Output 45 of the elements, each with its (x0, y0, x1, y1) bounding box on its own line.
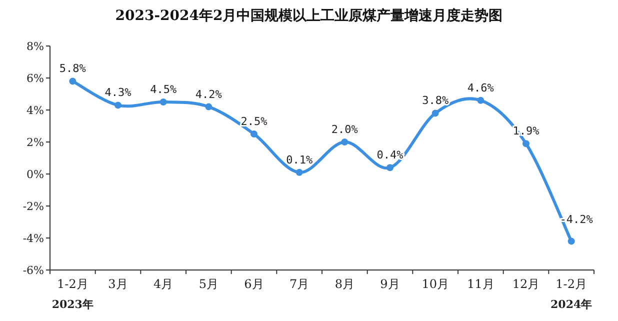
point (522, 140, 530, 148)
x-tick-label: 4月 (154, 277, 174, 291)
data-label: 3.8% (422, 94, 449, 108)
point (250, 130, 258, 138)
x-tick-label: 1-2月 (556, 277, 587, 291)
point (205, 103, 212, 110)
y-tick-label: 6% (26, 72, 44, 85)
y-tick-label: 4% (26, 104, 44, 117)
data-label: 2.0% (331, 123, 358, 136)
point (386, 164, 394, 172)
data-label: 0.4% (376, 148, 404, 162)
y-tick-label: -6% (22, 264, 44, 277)
y-tick-label: -2% (22, 200, 44, 213)
y-tick-label: 0% (26, 168, 44, 181)
data-label: 5.8% (59, 62, 86, 76)
y-tick-label: 2% (26, 136, 44, 149)
data-label: 4.2% (195, 88, 222, 101)
text: 2023年 (52, 298, 94, 311)
x-tick-label: 7月 (290, 277, 310, 291)
chart-title: 2023-2024年2月中国规模以上工业原煤产量增速月度走势图 (115, 7, 503, 24)
point (69, 78, 76, 85)
data-label: 4.6% (467, 81, 494, 94)
y-tick-label: -4% (22, 232, 44, 245)
point (296, 168, 303, 176)
x-tick-label: 10月 (422, 277, 449, 291)
x-tick-label: 12月 (512, 277, 540, 291)
x-tick-label: 8月 (334, 277, 354, 291)
data-label: 4.5% (150, 83, 177, 96)
point (114, 102, 122, 109)
point (477, 96, 484, 104)
point (432, 110, 439, 117)
point (341, 138, 348, 146)
point (160, 98, 167, 106)
data-label: 0.1% (286, 153, 313, 166)
data-label: 4.3% (104, 86, 132, 100)
x-tick-label: 5月 (198, 277, 218, 291)
point (568, 238, 575, 245)
x-tick-label: 6月 (244, 277, 264, 291)
x-tick-label: 9月 (380, 277, 400, 291)
text: 2024年 (550, 298, 592, 311)
x-tick-label: 11月 (467, 277, 494, 291)
y-tick-label: 8% (26, 40, 44, 53)
x-tick-label: 3月 (108, 277, 128, 291)
data-label: 2.5% (240, 115, 268, 128)
x-tick-label: 1-2月 (57, 277, 88, 291)
